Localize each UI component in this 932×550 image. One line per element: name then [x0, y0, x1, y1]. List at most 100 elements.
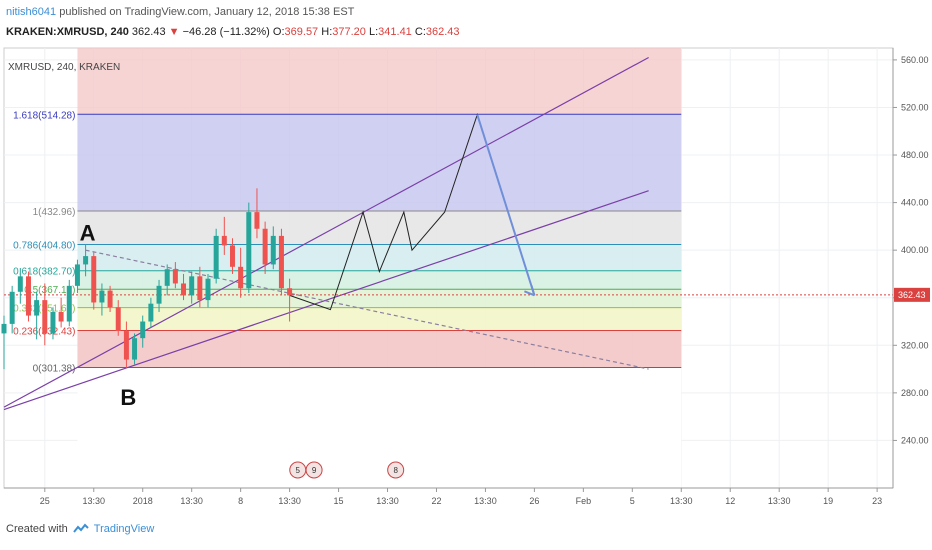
candle-body: [164, 269, 170, 286]
x-tick-label: 13:30: [278, 496, 301, 506]
candle-body: [238, 266, 244, 289]
x-tick-label: 22: [431, 496, 441, 506]
candle-body: [287, 288, 293, 296]
fib-zone: [77, 289, 682, 308]
x-tick-label: 13:30: [670, 496, 693, 506]
fib-level-label: 1(432.96): [33, 207, 76, 218]
fib-zone: [77, 210, 682, 245]
x-tick-label: 13:30: [376, 496, 399, 506]
candle-body: [221, 235, 227, 246]
candle-body: [9, 291, 15, 324]
x-tick-label: 5: [630, 496, 635, 506]
y-tick-label: 320.00: [901, 340, 929, 350]
channel-line: [3, 56, 649, 408]
candle-body: [229, 245, 235, 267]
x-tick-label: 2018: [133, 496, 153, 506]
y-tick-label: 240.00: [901, 435, 929, 445]
x-tick-label: 19: [823, 496, 833, 506]
y-tick-label: 480.00: [901, 150, 929, 160]
y-tick-label: 400.00: [901, 245, 929, 255]
low-value: 341.41: [378, 26, 412, 38]
candle-body: [99, 290, 105, 303]
x-tick-label: 23: [872, 496, 882, 506]
x-tick-label: Feb: [576, 496, 592, 506]
candle-body: [42, 300, 48, 334]
fib-zone-upper: [77, 48, 682, 115]
price-chart[interactable]: 1.618(514.28) 1(432.96) 0.786(404.80) 0.618…: [0, 42, 932, 518]
fib-level-label: 0.786(404.80): [13, 240, 75, 251]
candle-body: [66, 285, 72, 322]
high-value: 377.20: [332, 26, 366, 38]
candle-body: [115, 307, 121, 332]
low-label: L:: [368, 26, 379, 38]
chart-title: XMRUSD, 240, KRAKEN: [8, 62, 120, 73]
current-price: 362.43: [131, 26, 166, 38]
channel-line: [3, 190, 649, 411]
candle-body: [107, 290, 113, 308]
candle-body: [132, 338, 138, 360]
fib-level-label: 1.618(514.28): [13, 110, 75, 121]
candle-body: [262, 228, 268, 265]
open-value: 369.57: [284, 26, 319, 38]
created-with-label: Created with: [6, 523, 68, 535]
candle-body: [34, 300, 40, 316]
publish-info: published on TradingView.com, January 12…: [56, 6, 355, 18]
candle-body: [213, 235, 219, 279]
candle-body: [25, 276, 31, 316]
candle-body: [172, 269, 178, 284]
projection-path: [289, 112, 535, 311]
event-flag-icon: [387, 461, 405, 479]
candle-body: [181, 283, 187, 296]
point-label-b: B: [120, 385, 136, 410]
fib-zone: [77, 307, 682, 331]
point-label-a: A: [80, 221, 96, 246]
candle-body: [83, 256, 89, 265]
close-label: C:: [414, 26, 426, 38]
tradingview-logo-icon: [72, 523, 89, 533]
symbol-label: KRAKEN:XMRUSD, 240: [6, 26, 129, 38]
fib-zone: [77, 330, 682, 368]
candle-body: [197, 276, 203, 301]
fib-level-label: 0.618(382.70): [13, 267, 75, 278]
tradingview-link[interactable]: TradingView: [93, 523, 155, 535]
y-tick-label: 520.00: [901, 102, 929, 112]
high-label: H:: [321, 26, 333, 38]
down-arrow-icon: ▼: [168, 26, 180, 38]
x-tick-label: 8: [238, 496, 243, 506]
projection-arrow: [476, 114, 536, 296]
x-tick-label: 13:30: [180, 496, 203, 506]
x-tick-label: 13:30: [474, 496, 497, 506]
x-tick-label: 26: [529, 496, 539, 506]
candle-body: [58, 312, 64, 322]
fib-level-label: 0.5(367.17): [24, 285, 75, 296]
candle-body: [123, 331, 129, 360]
x-tick-label: 12: [725, 496, 735, 506]
candle-body: [17, 276, 23, 292]
candle-body: [1, 323, 7, 334]
x-tick-label: 25: [40, 496, 50, 506]
fib-zone-extension: [77, 114, 682, 211]
fib-zone: [77, 244, 682, 271]
x-tick-label: 15: [334, 496, 344, 506]
x-tick-label: 13:30: [768, 496, 791, 506]
price-change: −46.28 (−11.32%): [182, 26, 270, 38]
candle-body: [140, 321, 146, 339]
event-count: 8: [393, 466, 398, 475]
candle-body: [148, 303, 154, 322]
fib-level-label: 0(301.38): [33, 363, 76, 374]
open-label: O:: [272, 26, 285, 38]
projection-arrowhead-icon: [524, 285, 536, 297]
y-tick-label: 440.00: [901, 198, 929, 208]
candle-body: [254, 212, 260, 229]
y-tick-label: 560.00: [901, 55, 929, 65]
author-link[interactable]: nitish6041: [6, 6, 57, 18]
x-tick-label: 13:30: [82, 496, 105, 506]
candle-body: [91, 256, 97, 303]
close-value: 362.43: [425, 26, 460, 38]
event-flag-icon: [305, 461, 323, 479]
footer: Created with TradingView: [6, 523, 154, 535]
candle-body: [205, 278, 211, 301]
candle-body: [156, 285, 162, 304]
candle-body: [50, 312, 56, 334]
event-count: 9: [312, 466, 317, 475]
